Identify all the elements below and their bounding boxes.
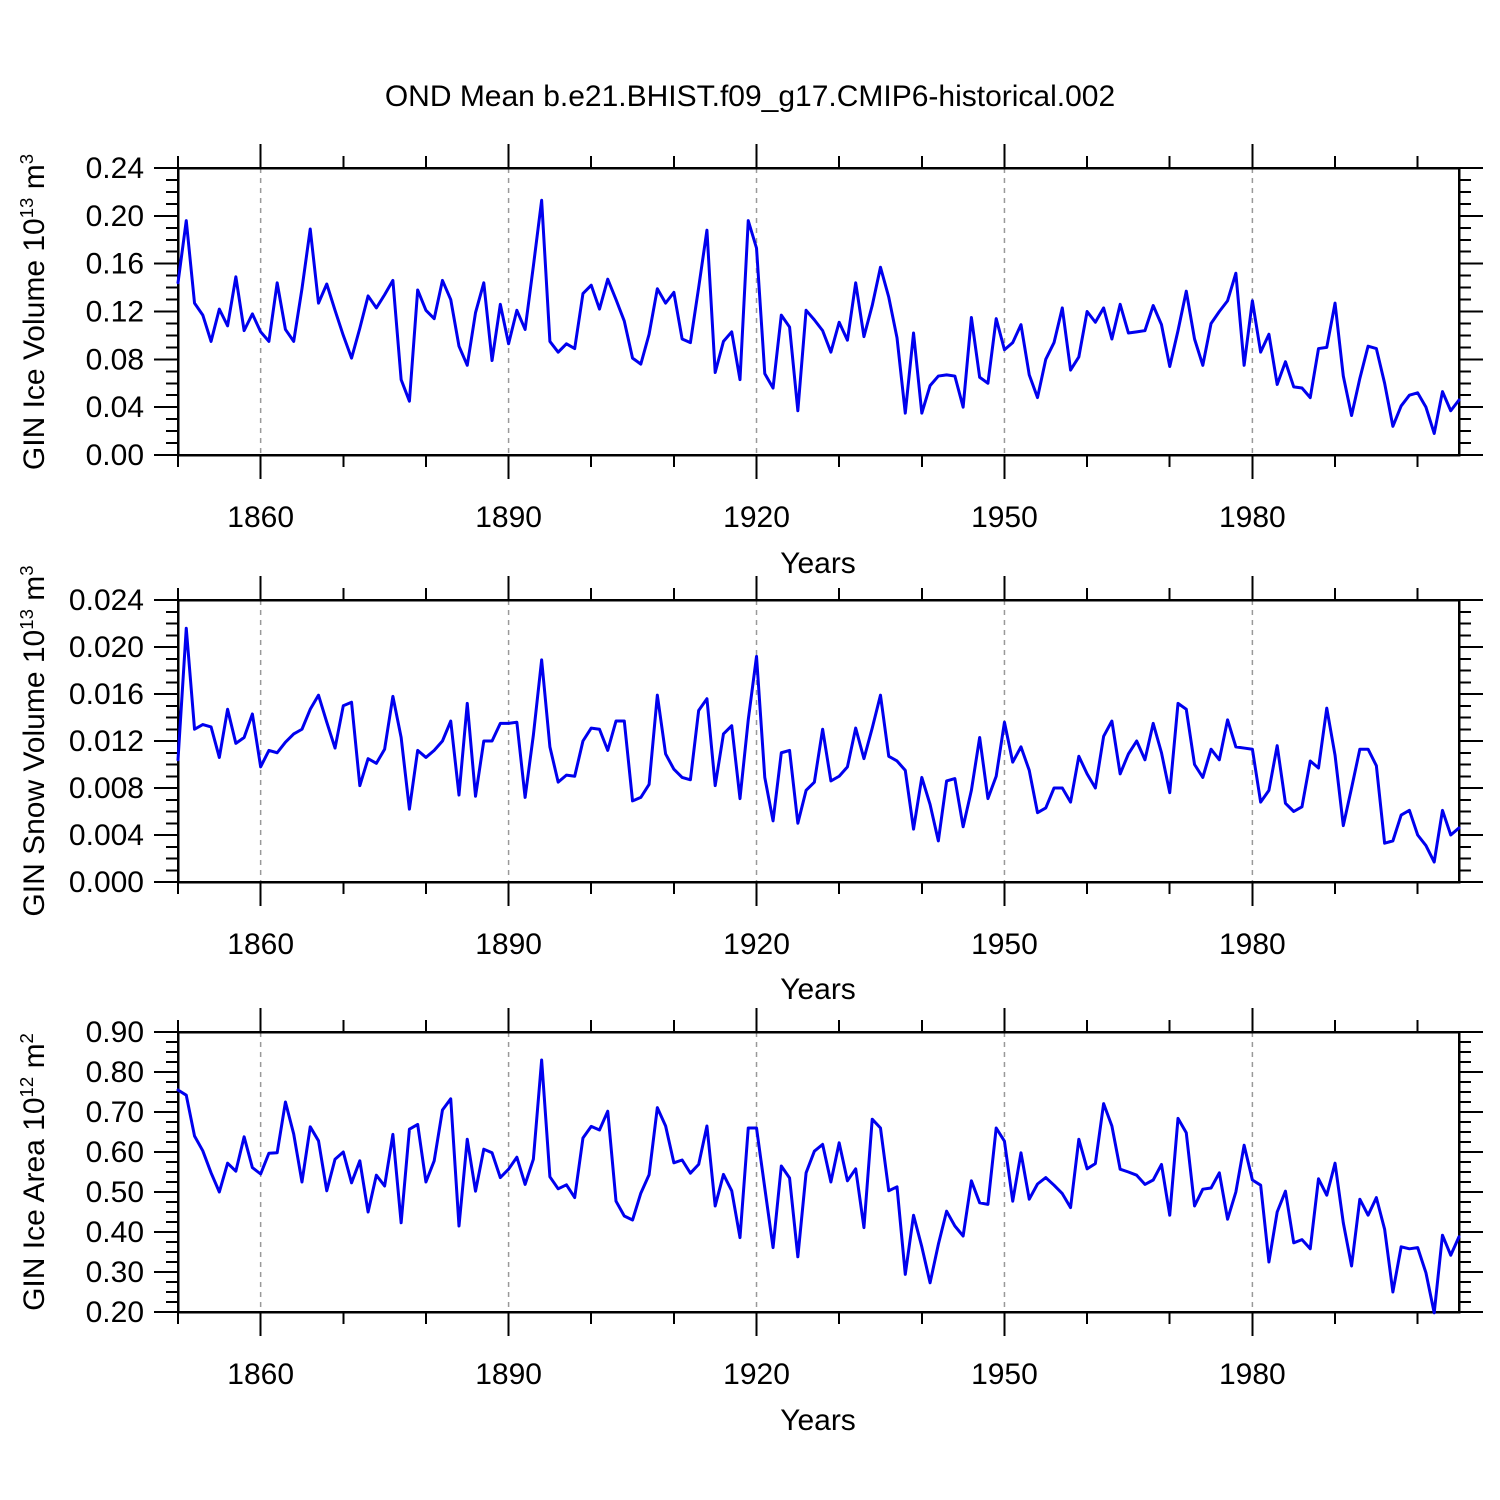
y-tick-label: 0.40	[86, 1216, 144, 1249]
x-tick-label: 1950	[971, 928, 1038, 961]
x-tick-label: 1950	[971, 501, 1038, 534]
panel-border	[176, 1030, 1461, 1314]
gin-snow-volume-line	[176, 626, 1461, 864]
x-tick-label: 1920	[723, 928, 790, 961]
y-tick-label: 0.00	[86, 439, 144, 472]
y-tick-label: 0.008	[69, 772, 144, 805]
x-tick-label: 1980	[1219, 1358, 1286, 1391]
ylabel-unit: m	[18, 575, 51, 610]
y-tick-label: 0.012	[69, 725, 144, 758]
x-tick-label: 1890	[475, 501, 542, 534]
x-tick-label: 1980	[1219, 928, 1286, 961]
y-tick-label: 0.30	[86, 1256, 144, 1289]
ylabel-exponent: 12	[16, 1076, 37, 1098]
y-tick-label: 0.004	[69, 819, 144, 852]
panel-border	[176, 598, 1461, 884]
ylabel-unit-exponent: 3	[16, 153, 37, 165]
x-tick-label: 1890	[475, 1358, 542, 1391]
x-tick-label: 1980	[1219, 501, 1286, 534]
y-tick-label: 0.70	[86, 1096, 144, 1129]
y-tick-label: 0.020	[69, 631, 144, 664]
x-axis-label-1: Years	[780, 547, 856, 580]
ylabel-text: GIN Ice Volume 10	[18, 218, 51, 471]
y-axis-label-ice-volume: GIN Ice Volume 1013 m3	[16, 154, 52, 470]
ylabel-unit-exponent: 3	[16, 565, 37, 576]
gin-ice-area-line	[176, 1058, 1461, 1315]
gin-ice-volume-panel: 1860 1890 1920 1950 1980 0.00 0.04 0.08 0.12 0.16…	[86, 144, 1483, 534]
x-tick-label: 1860	[227, 1358, 294, 1391]
ylabel-unit: m	[18, 164, 51, 198]
y-tick-label: 0.16	[86, 248, 144, 281]
y-tick-label: 0.08	[86, 343, 144, 376]
gin-snow-volume-panel: 1860 1890 1920 1950 1980 0.000 0.004 0.008 0.012…	[69, 576, 1483, 961]
y-tick-label: 0.04	[86, 391, 144, 424]
ylabel-exponent: 13	[16, 609, 37, 630]
y-tick-label: 0.60	[86, 1136, 144, 1169]
ylabel-unit: m	[18, 1043, 51, 1077]
x-tick-label: 1860	[227, 501, 294, 534]
y-tick-label: 0.90	[86, 1016, 144, 1049]
panel-border	[176, 166, 1461, 457]
x-tick-label: 1890	[475, 928, 542, 961]
gin-ice-volume-line	[176, 198, 1461, 435]
y-tick-label: 0.24	[86, 152, 144, 185]
ylabel-text: GIN Snow Volume 10	[18, 629, 51, 917]
x-axis-label-2: Years	[780, 973, 856, 1006]
x-tick-label: 1920	[723, 1358, 790, 1391]
ylabel-unit-exponent: 2	[16, 1033, 37, 1044]
chart-title: OND Mean b.e21.BHIST.f09_g17.CMIP6-histo…	[384, 80, 1116, 113]
y-tick-label: 0.12	[86, 296, 144, 329]
y-tick-label: 0.50	[86, 1176, 144, 1209]
x-axis-label-3: Years	[780, 1404, 856, 1437]
y-tick-label: 0.000	[69, 866, 144, 899]
ylabel-exponent: 13	[16, 197, 37, 219]
y-tick-label: 0.20	[86, 1296, 144, 1329]
x-tick-label: 1860	[227, 928, 294, 961]
x-tick-label: 1920	[723, 501, 790, 534]
y-axis-label-ice-area: GIN Ice Area 1012 m2	[16, 1033, 52, 1311]
x-tick-label: 1950	[971, 1358, 1038, 1391]
y-tick-label: 0.20	[86, 200, 144, 233]
ylabel-text: GIN Ice Area 10	[18, 1097, 51, 1311]
y-tick-label: 0.016	[69, 678, 144, 711]
gin-ice-area-panel: 1860 1890 1920 1950 1980 0.20 0.30 0.40 0.50 0.60…	[86, 1008, 1483, 1391]
y-axis-label-snow-volume: GIN Snow Volume 1013 m3	[16, 565, 52, 916]
y-tick-label: 0.024	[69, 584, 144, 617]
y-tick-label: 0.80	[86, 1056, 144, 1089]
